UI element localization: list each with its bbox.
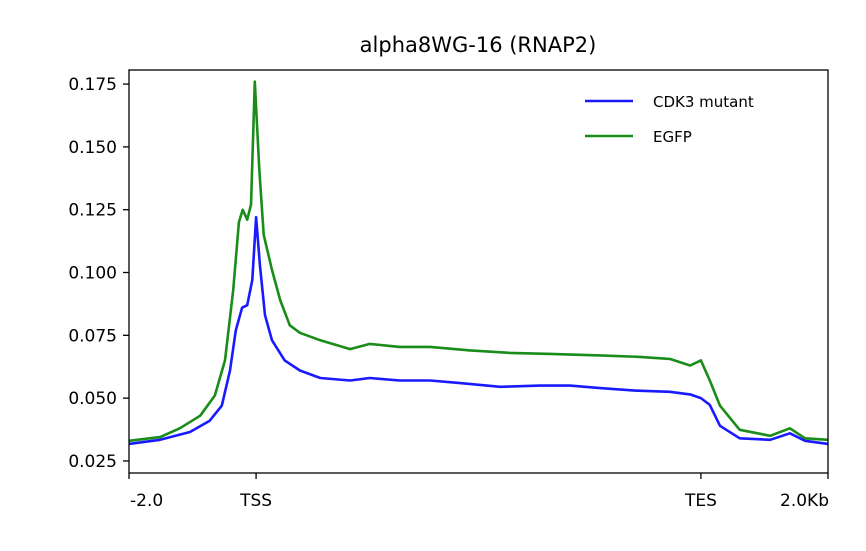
legend-label: EGFP bbox=[653, 128, 692, 146]
x-tick-label: 2.0Kb bbox=[780, 491, 829, 511]
chart-title: alpha8WG-16 (RNAP2) bbox=[360, 33, 597, 57]
y-axis: 0.025 0.050 0.075 0.100 0.125 0.150 0.175 bbox=[68, 75, 129, 472]
plot-area bbox=[128, 80, 829, 446]
axes-frame bbox=[128, 69, 829, 474]
y-tick-label: 0.025 bbox=[68, 452, 117, 472]
y-tick-label: 0.150 bbox=[68, 138, 117, 158]
x-tick-label: -2.0 bbox=[130, 491, 163, 511]
legend: CDK3 mutant EGFP bbox=[585, 93, 754, 146]
y-tick-label: 0.100 bbox=[68, 264, 117, 284]
x-axis: -2.0 TSS TES 2.0Kb bbox=[128, 473, 829, 511]
y-tick-label: 0.175 bbox=[68, 75, 117, 95]
legend-label: CDK3 mutant bbox=[653, 93, 754, 111]
y-tick-label: 0.075 bbox=[68, 326, 117, 346]
y-tick-label: 0.050 bbox=[68, 389, 117, 409]
x-tick-label: TSS bbox=[239, 491, 272, 511]
x-tick-label: TES bbox=[684, 491, 717, 511]
series-line-cdk3-mutant bbox=[128, 215, 829, 446]
series-line-egfp bbox=[128, 80, 829, 443]
y-tick-label: 0.125 bbox=[68, 201, 117, 221]
